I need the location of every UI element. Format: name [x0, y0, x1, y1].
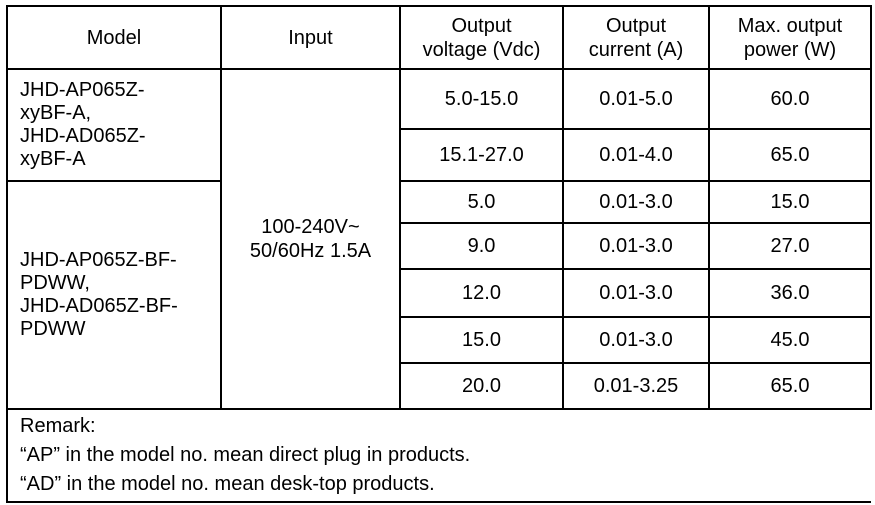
model-text: JHD-AD065Z-BF- — [20, 295, 178, 317]
remark-line: “AD” in the model no. mean desk-top prod… — [20, 473, 435, 495]
model-text: JHD-AP065Z-BF- — [20, 249, 177, 271]
table-row: JHD-AP065Z-BF- PDWW, JHD-AD065Z-BF- PDWW… — [6, 180, 872, 410]
power-cell: 65.0 — [708, 128, 872, 182]
table-row: JHD-AP065Z- xyBF-A, JHD-AD065Z- xyBF-A 1… — [6, 68, 872, 410]
model-text: JHD-AD065Z- — [20, 125, 146, 147]
model-text: JHD-AP065Z- — [20, 79, 145, 101]
voltage-cell: 5.0-15.0 — [399, 68, 564, 130]
header-voltage: Output voltage (Vdc) — [399, 5, 564, 70]
table-row: 15.1-27.0 0.01-4.0 65.0 — [7, 128, 872, 182]
input-text: 50/60Hz 1.5A — [249, 240, 372, 262]
input-cell: 100-240V~ 50/60Hz 1.5A — [220, 68, 401, 410]
current-cell: 0.01-3.0 — [562, 180, 710, 224]
table-row: 15.0 0.01-3.0 45.0 — [7, 316, 872, 364]
specs-table: Model Input Output voltage (Vdc) Output cu… — [6, 5, 872, 503]
header-current: Output current (A) — [562, 5, 710, 70]
current-cell: 0.01-3.0 — [562, 316, 710, 364]
current-cell: 0.01-3.0 — [562, 222, 710, 270]
model-text: xyBF-A, — [20, 102, 92, 124]
input-text: 100-240V~ — [261, 216, 360, 238]
header-text: Output — [605, 14, 667, 37]
header-model: Model — [6, 5, 222, 70]
model-text: PDWW — [20, 318, 86, 340]
header-row: Model Input Output voltage (Vdc) Output cu… — [6, 5, 872, 70]
table-row: 9.0 0.01-3.0 27.0 — [7, 222, 872, 270]
model-text: xyBF-A — [20, 148, 86, 170]
table-row: 12.0 0.01-3.0 36.0 — [7, 268, 872, 318]
model-cell: JHD-AP065Z- xyBF-A, JHD-AD065Z- xyBF-A — [6, 68, 222, 182]
power-cell: 27.0 — [708, 222, 872, 270]
power-cell: 36.0 — [708, 268, 872, 318]
header-text: Max. output — [737, 14, 843, 37]
remark-title: Remark: — [20, 415, 96, 437]
power-cell: 65.0 — [708, 362, 872, 410]
current-cell: 0.01-3.25 — [562, 362, 710, 410]
header-power: Max. output power (W) — [708, 5, 872, 70]
header-input: Input — [220, 5, 401, 70]
current-cell: 0.01-3.0 — [562, 268, 710, 318]
remark-cell: Remark: “AP” in the model no. mean direc… — [6, 408, 871, 503]
model-cell: JHD-AP065Z-BF- PDWW, JHD-AD065Z-BF- PDWW — [6, 180, 222, 410]
table-row: 20.0 0.01-3.25 65.0 — [7, 362, 872, 410]
header-text: voltage (Vdc) — [422, 38, 541, 61]
current-cell: 0.01-5.0 — [562, 68, 710, 130]
power-cell: 15.0 — [708, 180, 872, 224]
voltage-cell: 12.0 — [399, 268, 564, 318]
voltage-cell: 15.1-27.0 — [399, 128, 564, 182]
model-text: PDWW, — [20, 272, 90, 294]
voltage-cell: 9.0 — [399, 222, 564, 270]
voltage-cell: 20.0 — [399, 362, 564, 410]
header-text: Output — [451, 14, 512, 37]
power-cell: 45.0 — [708, 316, 872, 364]
power-cell: 60.0 — [708, 68, 872, 130]
remark-line: “AP” in the model no. mean direct plug i… — [20, 444, 471, 466]
current-cell: 0.01-4.0 — [562, 128, 710, 182]
header-text: power (W) — [743, 38, 837, 61]
voltage-cell: 15.0 — [399, 316, 564, 364]
remark-row: Remark: “AP” in the model no. mean direc… — [6, 408, 871, 503]
voltage-cell: 5.0 — [399, 180, 564, 224]
header-text: current (A) — [588, 38, 684, 61]
